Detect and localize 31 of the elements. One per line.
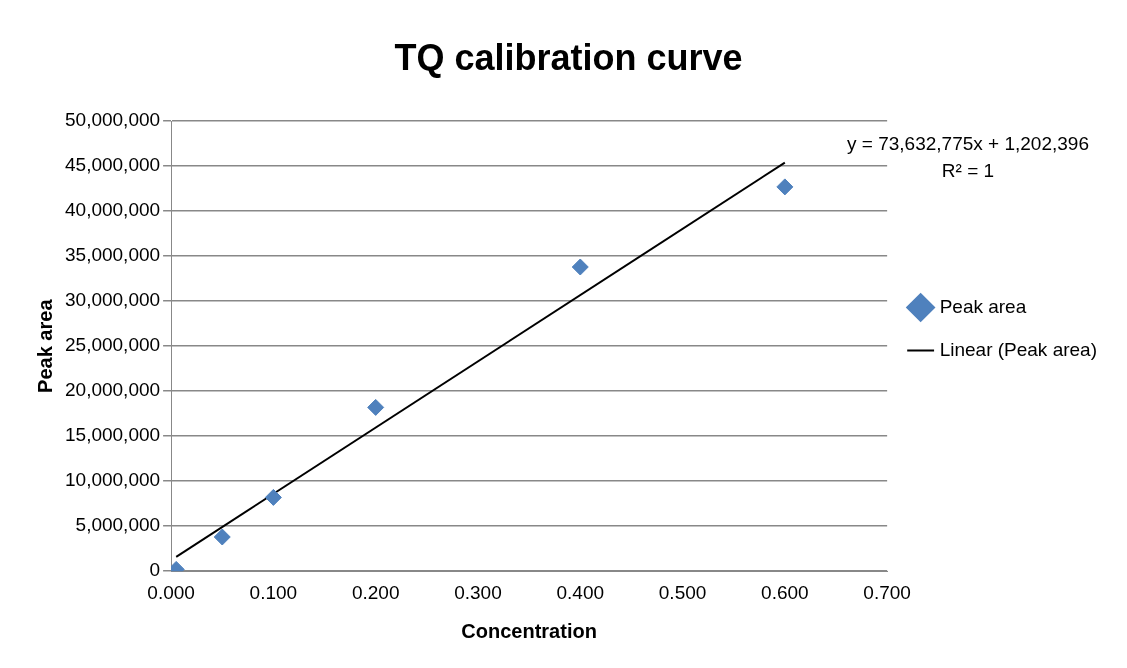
x-tick-label: 0.000 [147, 581, 195, 603]
x-tick-label: 0.100 [249, 581, 298, 603]
y-tick-label: 15,000,000 [65, 424, 161, 446]
y-axis-title: Peak area [33, 298, 56, 393]
y-tick-label: 35,000,000 [65, 244, 161, 266]
text: R² = 1 [941, 160, 995, 182]
y-tick-label: 5,000,000 [75, 514, 161, 536]
x-tick-label: 0.500 [658, 581, 707, 603]
y-tick-label: 50,000,000 [65, 109, 161, 131]
x-tick-label: 0.700 [863, 581, 911, 603]
x-tick-label: 0.300 [454, 581, 502, 603]
x-tick-label: 0.400 [556, 581, 605, 603]
x-axis-title: Concentration [461, 619, 597, 642]
x-tick-label: 0.200 [351, 581, 400, 603]
y-tick-label: 30,000,000 [65, 289, 161, 311]
point [264, 488, 282, 506]
legend-label: Linear (Peak area) [939, 338, 1098, 360]
point [213, 528, 231, 546]
y-tick-label: 40,000,000 [65, 199, 161, 221]
x-tick-label: 0.600 [761, 581, 809, 603]
legend-label: Peak area [939, 295, 1027, 317]
y-tick-label: 25,000,000 [65, 334, 161, 356]
point [776, 178, 794, 196]
chart-title: TQ calibration curve [394, 36, 743, 78]
y-tick-label: 0 [149, 559, 161, 581]
y-tick-label: 10,000,000 [65, 469, 161, 491]
annotation: y = 73,632,775x + 1,202,396 [847, 133, 1089, 155]
point [367, 398, 385, 416]
y-tick-label: 45,000,000 [65, 154, 161, 176]
y-tick-label: 20,000,000 [65, 379, 161, 401]
point [571, 258, 589, 276]
